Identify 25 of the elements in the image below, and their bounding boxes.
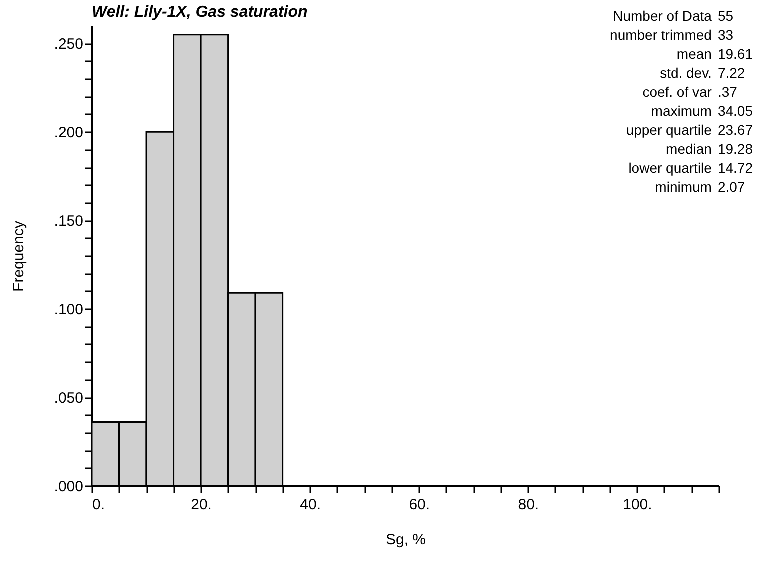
x-tick-label: 100. [623,496,652,514]
annotation: number trimmed 33 [610,27,735,44]
x-tick-label: 40. [300,496,322,514]
x-tick-label: 0. [92,496,106,514]
y-axis-title: Frequency [10,220,28,292]
y-tick-label: .000 [54,478,84,496]
y-tick-label: .200 [54,124,84,142]
y-tick-label: .250 [54,36,84,54]
y-tick-label: .150 [54,213,84,230]
annotation: mean 19.61 [676,46,753,63]
annotation: upper quartile 23.67 [625,122,753,139]
annotation: coef. of var .37 [642,84,738,101]
x-tick-label: 20. [191,496,212,514]
x-axis-title: Sg, % [386,532,426,548]
annotation: median 19.28 [665,141,753,158]
annotation: minimum 2.07 [654,179,746,196]
annotation: std. dev. 7.22 [659,65,746,82]
annotation: maximum 34.05 [650,103,753,120]
x-tick-label: 60. [409,496,430,514]
chart-title: Well: Lily-1X, Gas saturation [92,4,308,21]
x-tick-label: 80. [518,496,540,514]
annotation: lower quartile 14.72 [628,160,753,177]
text: Number of Data 55 [612,8,735,25]
y-tick-label: .100 [54,302,84,319]
y-tick-label: .050 [54,390,84,408]
